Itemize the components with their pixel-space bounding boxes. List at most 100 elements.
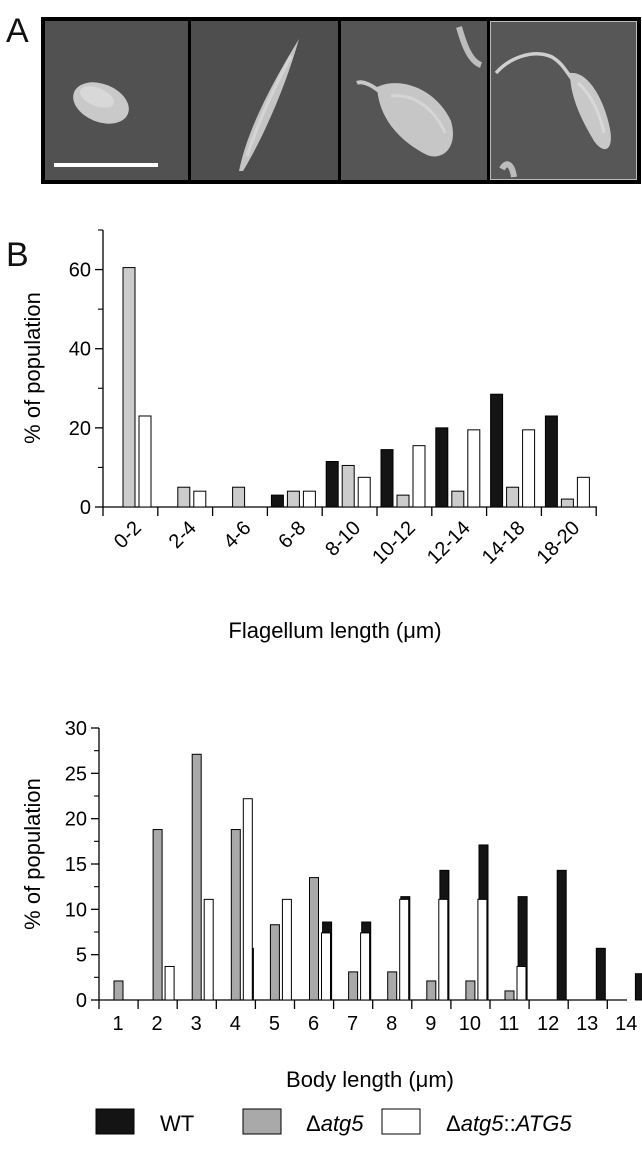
- body-bar-1-10: [504, 990, 515, 1001]
- flagellum-bar-1-5: [396, 494, 410, 508]
- flagellum-x-tick-label: 4-6: [220, 517, 256, 553]
- micrograph-strip: [41, 17, 641, 184]
- micrograph-cell-elongated: [191, 21, 338, 180]
- micrograph-cell-ovoid: [45, 21, 188, 180]
- panel-label-b: B: [6, 236, 29, 274]
- flagellum-y-tick-label: 20: [69, 418, 91, 440]
- body-bar-2-4: [281, 898, 292, 1001]
- body-bar-1-8: [426, 980, 437, 1001]
- legend-label-wt: WT: [160, 1111, 194, 1136]
- body-x-axis-label: Body length (μm): [286, 1067, 454, 1092]
- legend: WT Δatg5 Δatg5::ATG5: [95, 1108, 572, 1136]
- flagellum-y-tick-label: 40: [69, 339, 91, 361]
- legend-swatch-atg5: [242, 1108, 282, 1135]
- body-bar-1-4: [269, 924, 280, 1001]
- body-y-tick-label: 30: [65, 718, 87, 740]
- flagellum-bar-0-3: [270, 494, 284, 508]
- body-bar-1-6: [348, 971, 359, 1001]
- body-x-tick-label: 13: [576, 1013, 598, 1035]
- body-bar-2-2: [203, 898, 214, 1001]
- legend-swatch-wt: [95, 1108, 135, 1135]
- flagellum-bar-0-8: [544, 415, 558, 508]
- flagellum-length-chart: 0 20 40 60 0-2 2-4 4-6 6-8 8-10 10-12 12-14 14-18 18…: [20, 229, 597, 643]
- legend-label-atg5: Δatg5: [306, 1111, 364, 1136]
- flagellum-bar-0-4: [325, 460, 339, 508]
- legend-swatch-atg5-atg5: [381, 1108, 421, 1135]
- body-x-tick-label: 7: [347, 1013, 358, 1035]
- body-bar-1-3: [230, 829, 241, 1001]
- body-bar-0-11: [556, 869, 567, 1001]
- flagellum-x-tick-label: 8-10: [321, 517, 365, 561]
- body-x-tick-label: 12: [537, 1013, 559, 1035]
- body-x-tick-label: 6: [308, 1013, 319, 1035]
- body-x-tick-label: 3: [191, 1013, 202, 1035]
- micrograph-cell-short-flagellum: [341, 21, 487, 180]
- body-bar-2-6: [360, 932, 371, 1001]
- flagellum-x-tick-label: 0-2: [110, 517, 146, 553]
- body-bar-2-9: [477, 898, 488, 1001]
- flagellum-bar-2-1: [193, 490, 207, 508]
- body-x-tick-label: 10: [459, 1013, 481, 1035]
- flagellum-bar-1-6: [451, 490, 465, 508]
- flagellum-y-tick-label: 60: [69, 260, 91, 282]
- body-y-tick-label: 0: [76, 990, 87, 1012]
- flagellum-y-tick-label: 0: [80, 497, 91, 519]
- body-bar-1-1: [152, 829, 163, 1001]
- flagellum-bar-0-6: [435, 427, 449, 508]
- body-x-tick-label: 8: [386, 1013, 397, 1035]
- body-bar-2-5: [321, 932, 331, 1001]
- flagellum-x-tick-label: 6-8: [274, 517, 310, 553]
- flagellum-bar-2-7: [522, 429, 536, 508]
- flagellum-x-tick-label: 12-14: [423, 517, 475, 569]
- body-bar-1-0: [113, 980, 124, 1001]
- flagellum-bar-2-8: [576, 476, 590, 508]
- flagellum-bar-1-7: [506, 486, 520, 508]
- body-x-tick-label: 1: [112, 1013, 123, 1035]
- flagellum-bar-1-1: [177, 486, 191, 508]
- body-x-tick-label: 9: [425, 1013, 436, 1035]
- micrograph-cell-long-flagellum: [490, 21, 637, 180]
- body-y-tick-label: 25: [65, 763, 87, 785]
- body-x-tick-label: 11: [499, 1013, 520, 1035]
- flagellum-bar-1-4: [341, 464, 355, 508]
- body-bar-0-12: [595, 947, 606, 1001]
- flagellum-x-tick-label: 18-20: [533, 517, 585, 569]
- flagellum-x-tick-label: 14-18: [478, 517, 530, 569]
- flagellum-x-tick-label: 10-12: [368, 517, 420, 569]
- flagellum-bar-1-2: [232, 486, 246, 508]
- body-bar-1-7: [387, 971, 398, 1001]
- body-bar-2-8: [438, 898, 449, 1001]
- flagellum-x-axis-label: Flagellum length (μm): [228, 618, 441, 643]
- flagellum-bar-2-0: [138, 415, 152, 508]
- flagellum-y-axis-label: % of population: [20, 292, 45, 444]
- body-bar-2-3: [242, 798, 253, 1001]
- body-bar-2-1: [164, 965, 175, 1001]
- flagellum-x-tick-label: 2-4: [165, 517, 201, 553]
- panel-label-a: A: [6, 12, 29, 50]
- body-bar-1-2: [191, 753, 202, 1001]
- body-x-tick-label: 5: [269, 1013, 280, 1035]
- body-bar-1-5: [309, 877, 319, 1001]
- flagellum-bar-1-8: [560, 498, 574, 508]
- flagellum-bar-0-7: [490, 393, 504, 508]
- body-bar-1-9: [465, 980, 476, 1001]
- flagellum-bar-0-5: [380, 449, 394, 508]
- legend-label-atg5-atg5: Δatg5::ATG5: [446, 1111, 572, 1136]
- body-y-axis-label: % of population: [20, 778, 45, 930]
- body-bar-0-13: [634, 973, 642, 1001]
- flagellum-bar-1-0: [122, 267, 136, 508]
- flagellum-bar-1-3: [286, 490, 300, 508]
- body-y-tick-label: 5: [76, 945, 87, 967]
- flagellum-bar-2-5: [412, 445, 426, 508]
- body-x-tick-label: 14: [615, 1013, 637, 1035]
- body-bar-2-7: [399, 898, 410, 1001]
- body-x-tick-label: 4: [230, 1013, 241, 1035]
- body-bar-2-10: [516, 965, 527, 1001]
- flagellum-bar-2-4: [357, 476, 371, 508]
- body-y-tick-label: 20: [65, 809, 87, 831]
- flagellum-bar-2-6: [467, 429, 481, 508]
- flagellum-bar-2-3: [302, 490, 316, 508]
- scale-bar: [54, 163, 158, 167]
- body-y-tick-label: 10: [65, 899, 87, 921]
